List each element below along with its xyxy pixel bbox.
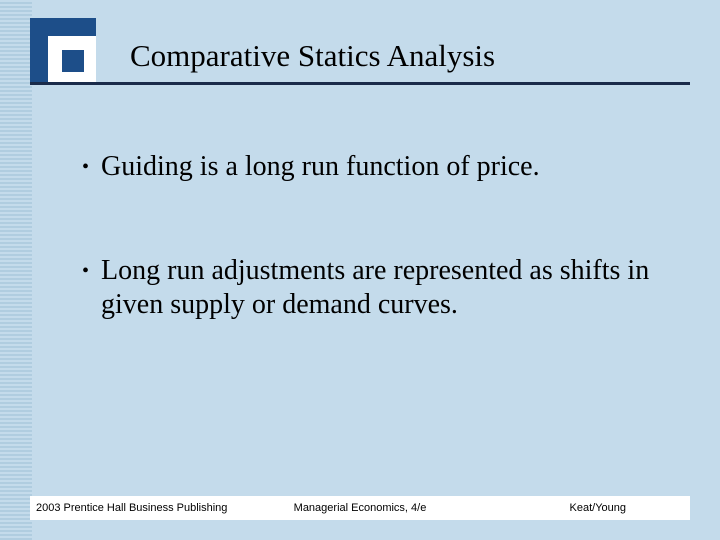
- title-underline: [30, 82, 690, 85]
- logo-icon: [30, 18, 96, 84]
- bullet-marker: •: [82, 260, 89, 283]
- footer-authors: Keat/Young: [570, 502, 626, 514]
- content-area: • Guiding is a long run function of pric…: [82, 150, 662, 392]
- bullet-text: Long run adjustments are represented as …: [101, 254, 662, 322]
- left-stripe-pattern: [0, 0, 32, 540]
- slide-title: Comparative Statics Analysis: [130, 38, 495, 74]
- footer-bar: 2003 Prentice Hall Business Publishing M…: [30, 496, 690, 520]
- bullet-text: Guiding is a long run function of price.: [101, 150, 540, 184]
- bullet-marker: •: [82, 156, 89, 179]
- bullet-item: • Guiding is a long run function of pric…: [82, 150, 662, 184]
- bullet-item: • Long run adjustments are represented a…: [82, 254, 662, 322]
